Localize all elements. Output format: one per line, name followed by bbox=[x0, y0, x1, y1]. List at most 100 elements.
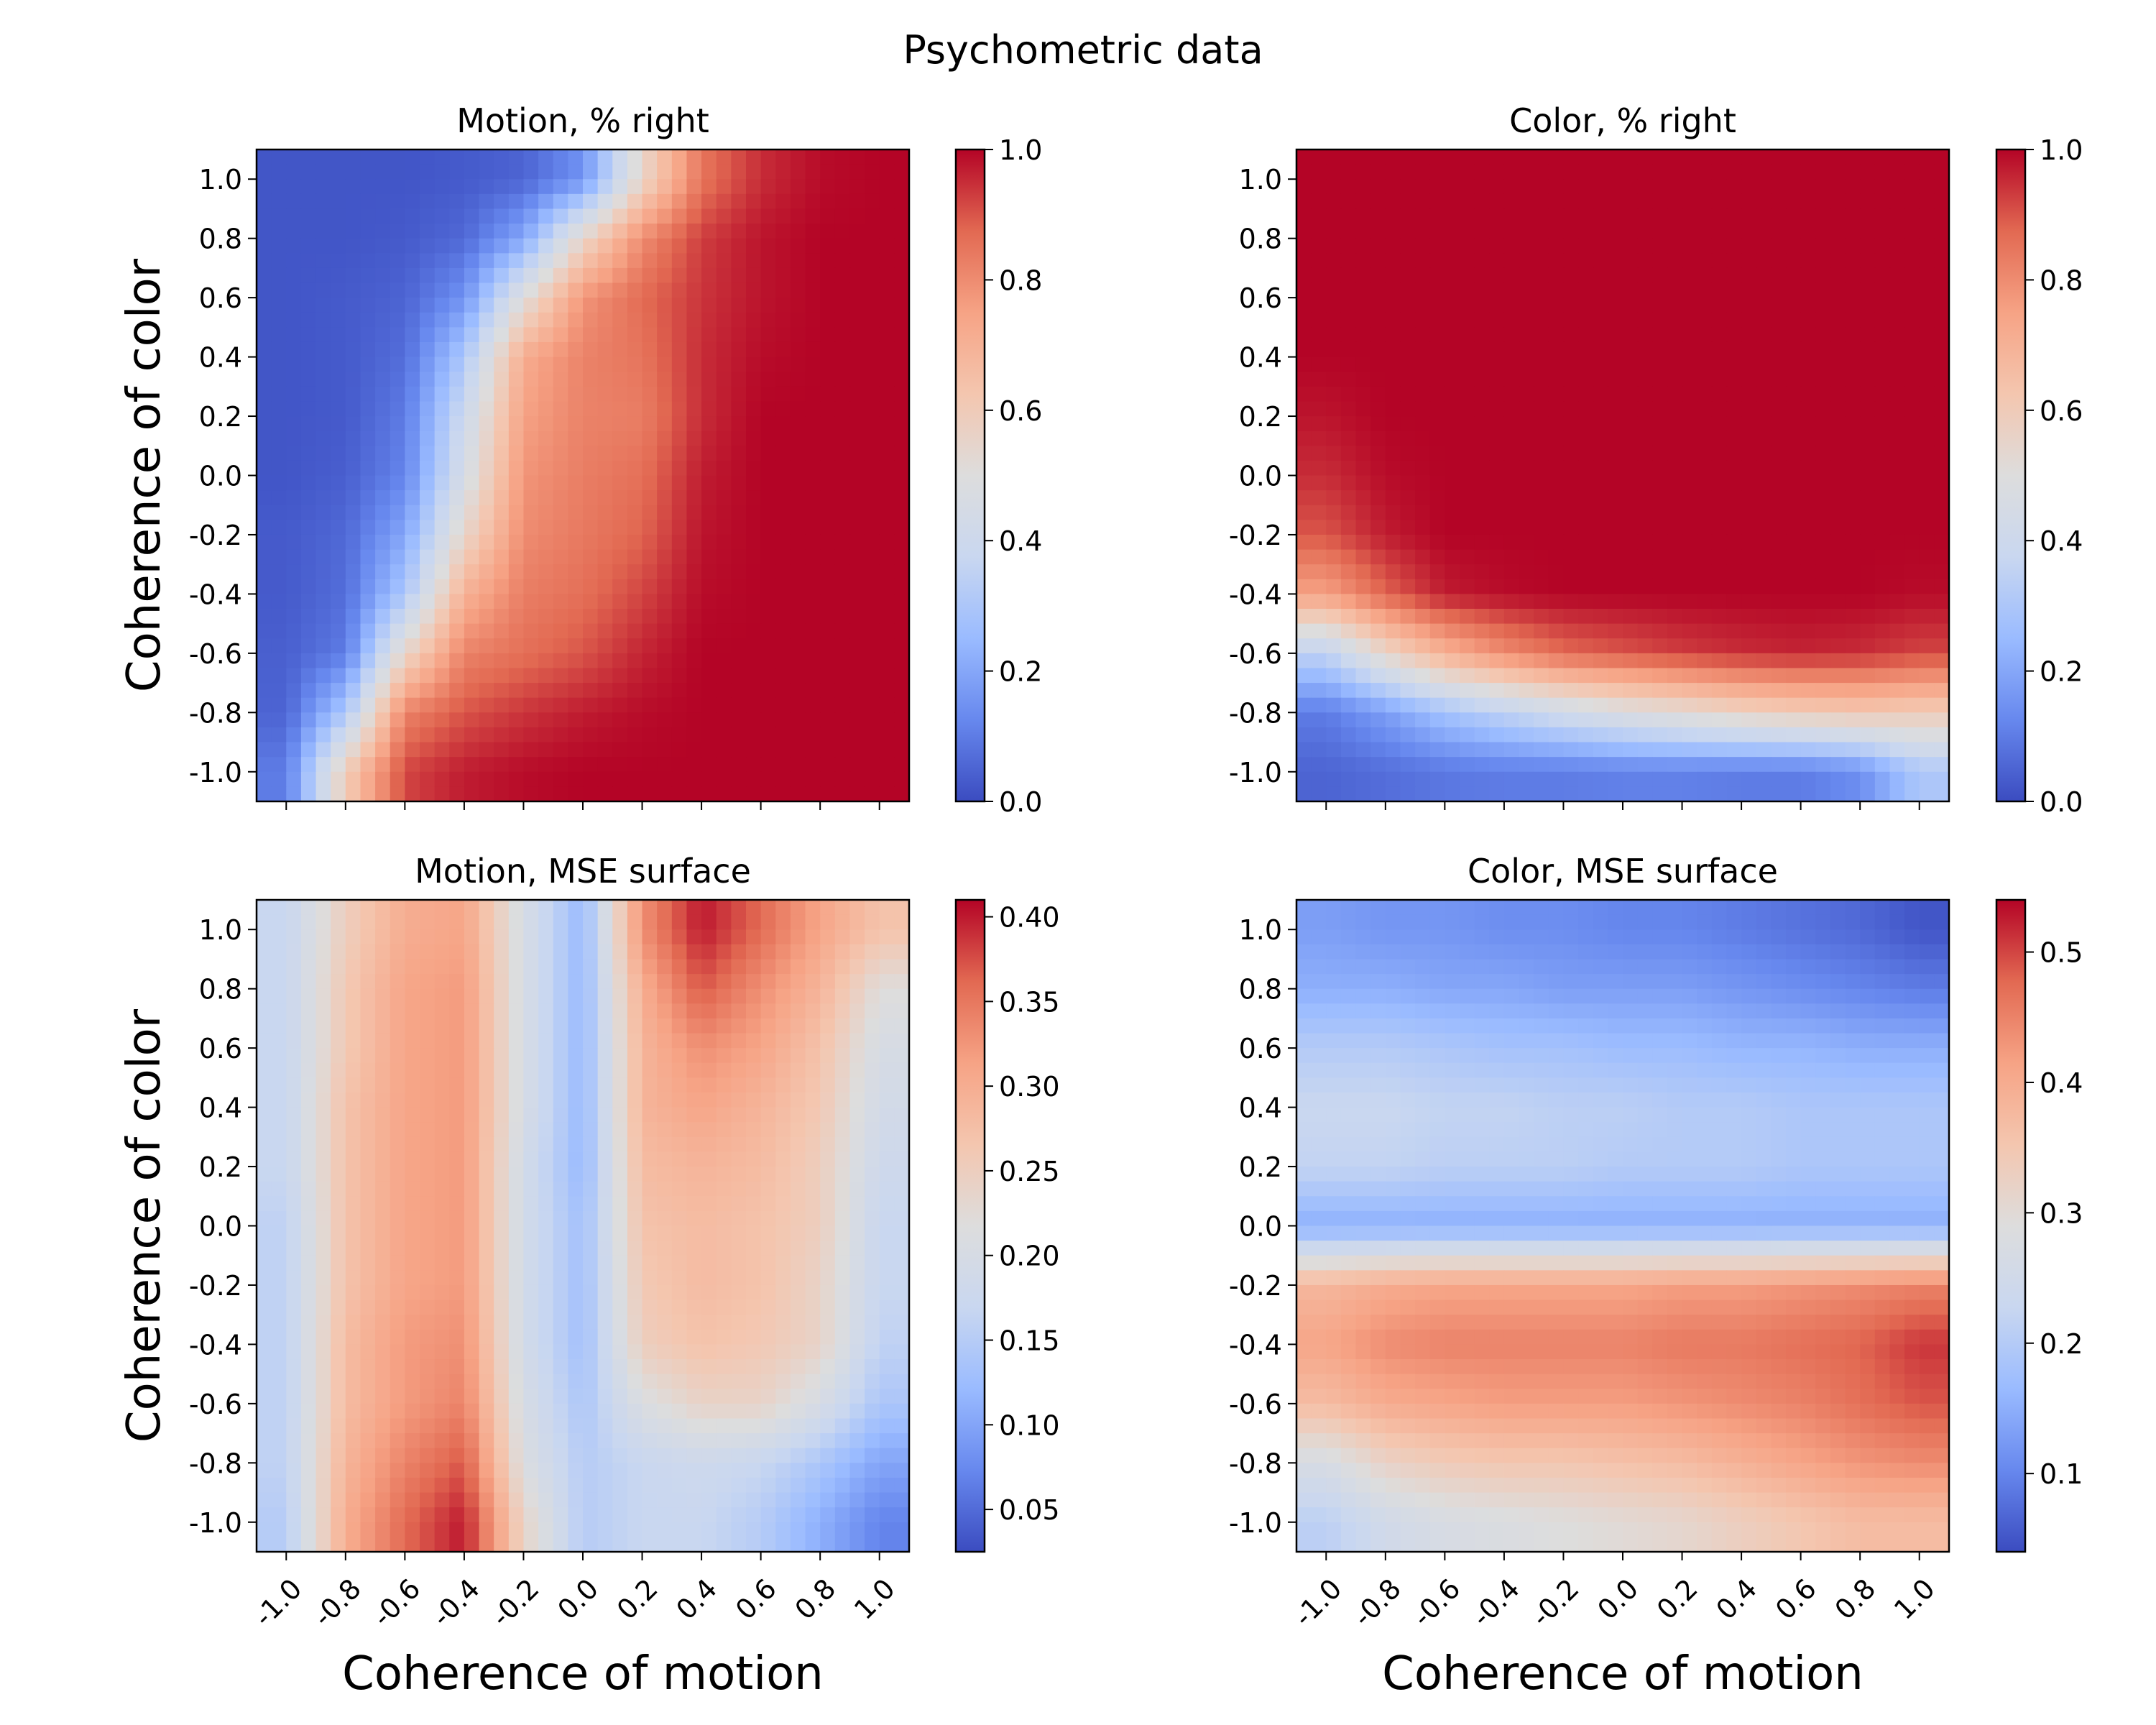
heatmap-cell bbox=[894, 900, 909, 916]
heatmap-cell bbox=[1548, 372, 1565, 387]
heatmap-cell bbox=[849, 1003, 865, 1019]
heatmap-cell bbox=[627, 1107, 643, 1123]
heatmap-cell bbox=[1667, 386, 1683, 402]
heatmap-cell bbox=[420, 988, 436, 1004]
heatmap-cell bbox=[1623, 267, 1639, 284]
heatmap-cell bbox=[479, 697, 494, 713]
colorbar-tick-label: 0.0 bbox=[999, 786, 1042, 818]
heatmap-cell bbox=[271, 1077, 287, 1093]
heatmap-cell bbox=[849, 549, 865, 565]
heatmap-cell bbox=[271, 727, 287, 743]
heatmap-cell bbox=[360, 771, 376, 787]
heatmap-cell bbox=[479, 1033, 494, 1049]
heatmap-cell bbox=[1667, 179, 1683, 195]
heatmap-cell bbox=[805, 1151, 821, 1167]
heatmap-cell bbox=[1919, 549, 1935, 565]
heatmap-cell bbox=[1534, 416, 1549, 432]
heatmap-cell bbox=[790, 193, 806, 210]
heatmap-cell bbox=[1326, 372, 1342, 387]
heatmap-cell bbox=[345, 594, 361, 610]
heatmap-cell bbox=[434, 1196, 450, 1212]
heatmap-cell bbox=[1415, 653, 1431, 669]
heatmap-cell bbox=[1340, 460, 1357, 477]
heatmap-cell bbox=[420, 534, 436, 551]
heatmap-cell bbox=[464, 193, 480, 210]
heatmap-cell bbox=[686, 974, 702, 990]
heatmap-cell bbox=[331, 929, 346, 945]
heatmap-cell bbox=[834, 1092, 851, 1108]
heatmap-cell bbox=[1874, 712, 1891, 728]
heatmap-cell bbox=[1578, 638, 1594, 654]
heatmap-cell bbox=[597, 974, 613, 990]
heatmap-cell bbox=[1934, 549, 1949, 565]
heatmap-cell bbox=[494, 638, 510, 654]
heatmap-cell bbox=[1860, 609, 1876, 625]
heatmap-cell bbox=[746, 757, 762, 773]
heatmap-cell bbox=[479, 1225, 494, 1241]
heatmap-cell bbox=[1874, 267, 1891, 284]
heatmap-cell bbox=[286, 668, 302, 684]
heatmap-cell bbox=[1726, 386, 1742, 402]
heatmap-cell bbox=[271, 475, 287, 491]
heatmap-cell bbox=[657, 712, 673, 728]
heatmap-cell bbox=[1489, 490, 1505, 506]
heatmap-cell bbox=[568, 786, 584, 801]
heatmap-cell bbox=[420, 668, 436, 684]
heatmap-cell bbox=[642, 727, 658, 743]
heatmap-cell bbox=[1889, 298, 1905, 313]
heatmap-cell bbox=[300, 164, 317, 180]
heatmap-cell bbox=[449, 224, 465, 239]
panel-3: Motion, MSE surface-1.0-0.8-0.6-0.4-0.20… bbox=[118, 852, 1060, 1701]
heatmap-cell bbox=[790, 1018, 806, 1034]
heatmap-cell bbox=[1637, 179, 1653, 195]
heatmap-cell bbox=[1355, 534, 1371, 551]
heatmap-cell bbox=[1429, 282, 1445, 298]
heatmap-cell bbox=[642, 282, 658, 298]
heatmap-cell bbox=[494, 282, 510, 298]
heatmap-cell bbox=[315, 564, 331, 580]
heatmap-cell bbox=[479, 683, 494, 699]
heatmap-cell bbox=[315, 1151, 331, 1167]
heatmap-cell bbox=[1429, 446, 1445, 461]
heatmap-cell bbox=[464, 727, 480, 743]
heatmap-cell bbox=[479, 475, 494, 491]
heatmap-cell bbox=[257, 564, 272, 580]
heatmap-cell bbox=[775, 1167, 791, 1182]
heatmap-cell bbox=[790, 1151, 806, 1167]
heatmap-cell bbox=[538, 490, 554, 506]
heatmap-cell bbox=[1800, 327, 1816, 343]
heatmap-cell bbox=[865, 401, 880, 417]
heatmap-cell bbox=[449, 668, 465, 684]
heatmap-cell bbox=[1815, 282, 1831, 298]
heatmap-cell bbox=[834, 623, 851, 639]
heatmap-cell bbox=[1815, 609, 1831, 625]
heatmap-cell bbox=[1874, 564, 1891, 580]
heatmap-cell bbox=[583, 1225, 599, 1241]
heatmap-cell bbox=[375, 988, 391, 1004]
heatmap-cell bbox=[612, 771, 628, 787]
heatmap-cell bbox=[1608, 193, 1623, 210]
heatmap-cell bbox=[1786, 579, 1802, 595]
heatmap-cell bbox=[1815, 623, 1831, 639]
heatmap-cell bbox=[1919, 505, 1935, 520]
heatmap-cell bbox=[1889, 386, 1905, 402]
heatmap-cell bbox=[1400, 683, 1416, 699]
heatmap-cell bbox=[1874, 771, 1891, 787]
heatmap-cell bbox=[1503, 638, 1520, 654]
heatmap-cell bbox=[865, 914, 880, 930]
heatmap-cell bbox=[1370, 564, 1386, 580]
heatmap-cell bbox=[1445, 386, 1460, 402]
heatmap-cell bbox=[390, 1210, 405, 1227]
heatmap-cell bbox=[271, 579, 287, 595]
heatmap-cell bbox=[1548, 193, 1565, 210]
heatmap-cell bbox=[1874, 446, 1891, 461]
heatmap-cell bbox=[1385, 594, 1401, 610]
heatmap-cell bbox=[894, 460, 909, 477]
heatmap-cell bbox=[1874, 534, 1891, 551]
heatmap-cell bbox=[464, 1136, 480, 1153]
heatmap-cell bbox=[523, 1167, 539, 1182]
heatmap-cell bbox=[657, 944, 673, 960]
heatmap-cell bbox=[523, 609, 539, 625]
heatmap-cell bbox=[701, 1077, 717, 1093]
heatmap-cell bbox=[746, 282, 762, 298]
